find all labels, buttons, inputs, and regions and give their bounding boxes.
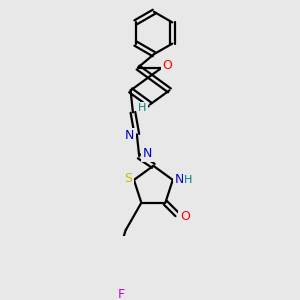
Text: H: H [138,103,146,113]
Text: H: H [184,175,193,185]
Text: N: N [174,173,184,186]
Text: N: N [124,129,134,142]
Text: O: O [180,210,190,224]
Text: S: S [124,172,132,185]
Text: O: O [163,59,172,72]
Text: N: N [142,147,152,160]
Text: F: F [118,288,125,300]
